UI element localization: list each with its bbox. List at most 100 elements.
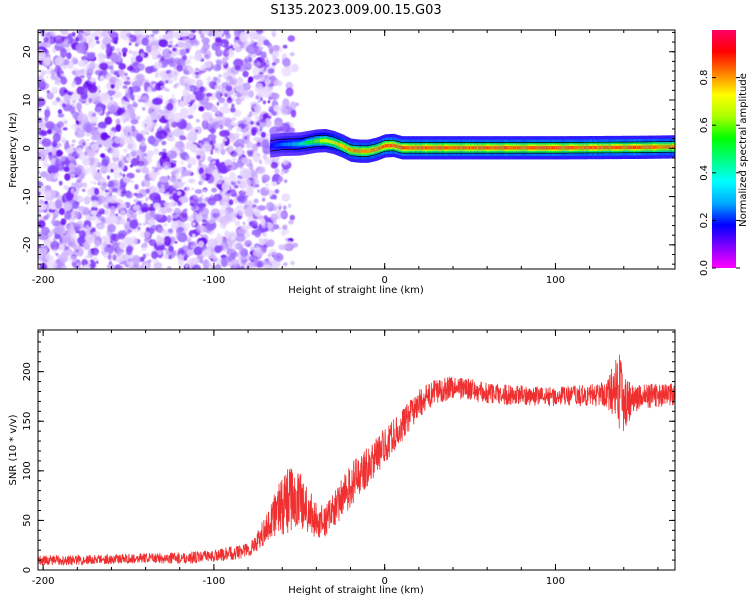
noise-blob [163,235,172,247]
ridge-cell [349,147,351,152]
noise-blob [122,253,129,262]
noise-blob [196,144,201,148]
ridge-cell [373,148,376,152]
noise-blob [274,189,280,194]
ridge-cell [469,146,471,150]
noise-blob [168,245,174,252]
noise-blob [252,151,260,162]
ridge-cell [305,141,307,145]
noise-blob [280,107,289,116]
noise-blob [113,148,120,158]
ridge-cell [441,146,443,150]
noise-blob [263,264,272,269]
noise-blob [116,192,122,196]
ridge-cell [471,146,473,150]
noise-blob [105,45,113,57]
noise-blob [268,255,274,263]
ridge-cell [446,146,448,150]
ridge-cell [538,146,541,150]
noise-blob [201,119,209,130]
noise-blob [242,70,249,78]
ridge-cell [624,145,627,150]
noise-blob [60,265,68,269]
noise-blob [142,107,146,111]
noise-blob [269,259,281,269]
noise-blob [178,31,187,38]
noise-blob [195,129,199,133]
noise-blob [252,74,261,80]
ridge-cell [505,146,508,150]
noise-blob [250,220,259,228]
ridge-cell [290,142,293,146]
noise-blob [120,238,130,248]
noise-blob [163,222,168,227]
noise-blob [158,39,169,48]
ridge-cell [502,146,505,150]
ridge-cell [596,145,598,150]
noise-blob [108,103,116,115]
noise-blob [254,209,261,218]
noise-blob [254,107,257,112]
noise-blob [162,148,167,153]
noise-blob [193,246,203,256]
noise-blob [193,54,204,62]
noise-blob [210,194,214,198]
ridge-cell [557,146,559,150]
noise-blob [76,178,83,183]
ridge-cell [604,145,606,150]
noise-blob [101,37,113,46]
ridge-cell [415,146,418,150]
ridge-cell [592,145,594,150]
noise-blob [195,118,200,123]
figure-title: S135.2023.009.00.15.G03 [270,3,441,18]
ridge-cell [601,145,603,150]
noise-blob [130,56,137,62]
noise-blob [228,126,233,131]
noise-blob [171,137,176,142]
noise-blob [201,143,212,153]
noise-blob [274,168,280,175]
noise-blob [156,163,160,168]
noise-blob [186,249,195,256]
ridge-cell [289,142,292,146]
noise-blob [173,112,182,123]
noise-blob [119,30,129,40]
noise-blob [132,204,141,211]
noise-blob [48,165,59,174]
noise-blob [202,259,210,269]
noise-blob [144,182,150,188]
ridge-cell [324,138,326,143]
ridge-cell [352,148,354,153]
noise-blob [163,253,169,260]
ridge-cell [300,142,302,146]
noise-blob [288,220,294,225]
noise-blob [282,57,291,67]
noise-blob [198,202,207,208]
ridge-cell [283,142,285,147]
noise-blob [210,105,218,113]
spectrogram-ylabel: Frequency (Hz) [8,112,19,188]
noise-blob [97,225,101,229]
noise-blob [107,180,114,188]
noise-blob [71,143,75,147]
noise-blob [106,228,113,237]
noise-blob [224,93,228,98]
noise-blob [125,37,131,43]
noise-blob [100,132,109,141]
noise-blob [97,169,100,173]
ridge-cell [630,145,633,150]
ridge-cell [612,145,614,150]
ridge-cell [342,144,344,148]
noise-blob [285,81,294,90]
noise-blob [244,136,248,140]
noise-blob [234,65,241,71]
ridge-cell [591,145,593,150]
ridge-cell [464,146,467,150]
ridge-cell [430,146,432,150]
noise-blob [98,121,107,129]
noise-blob [74,211,80,215]
ridge-cell [378,146,381,150]
ridge-cell [661,145,664,149]
noise-blob [98,90,101,93]
ridge-cell [308,140,310,145]
